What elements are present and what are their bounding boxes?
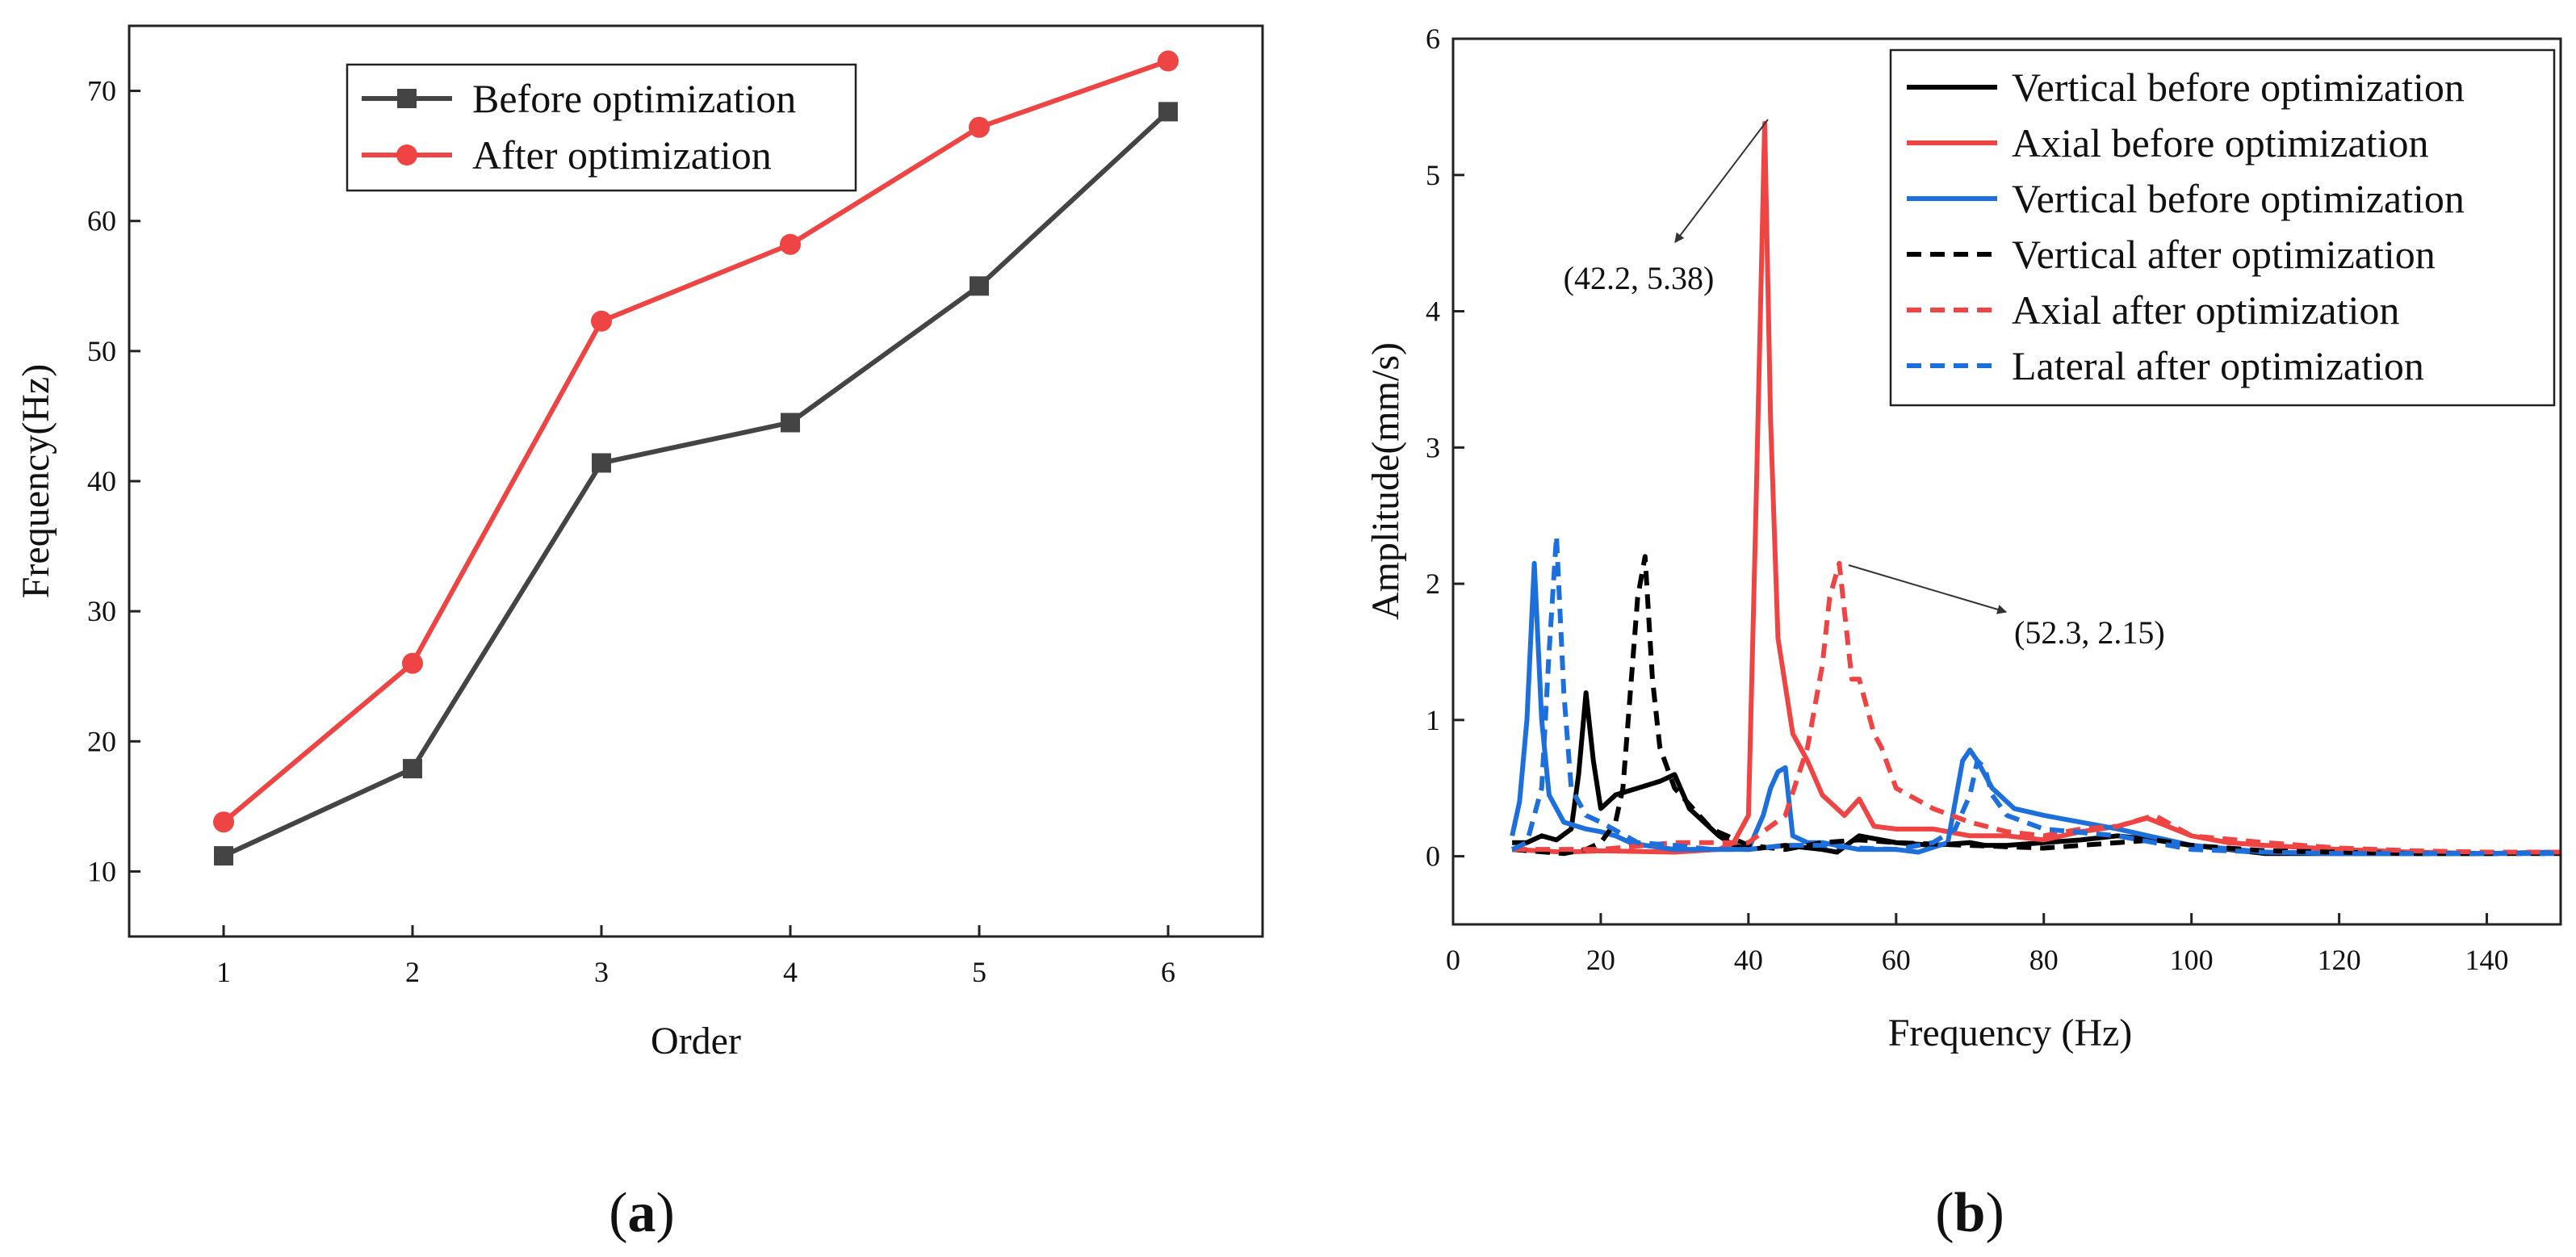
panel-a-series-1-point-1: [402, 652, 423, 674]
panel-b-legend: Vertical before optimization Axial before…: [1889, 48, 2556, 407]
panel-a-ytick-label-3: 40: [87, 465, 116, 497]
panel-b-xlabel: Frequency (Hz): [1888, 1012, 2133, 1054]
panel-a-xtick-label-2: 3: [594, 956, 609, 988]
panel-a-label-open: (: [609, 1182, 627, 1244]
panel-a-legend-marker-0: [397, 89, 417, 108]
panel-b-xtick-label-4: 80: [2029, 944, 2059, 976]
panel-b-legend-label-0: Vertical before optimization: [2012, 65, 2465, 110]
panel-a-xtick-label-1: 2: [405, 956, 420, 988]
panel-b-series: [1510, 120, 2561, 857]
panel-b-annotations: (42.2, 5.38) (52.3, 2.15): [1564, 119, 2165, 651]
panel-b-series-line-3: [1511, 554, 2561, 857]
panel-a-legend-label-0: Before optimization: [472, 76, 796, 121]
panel-b-label-letter: b: [1954, 1182, 1986, 1244]
panel-b-xtick-label-5: 100: [2170, 944, 2214, 976]
panel-a-series-line-0: [222, 110, 1171, 858]
panel-a-ytick-label-0: 10: [87, 855, 116, 887]
panel-b-ylabel: Amplitude(mm/s): [1364, 342, 1407, 620]
panel-a-ytick-label-5: 60: [87, 205, 116, 237]
panel-a-xtick-label-3: 4: [783, 956, 798, 988]
panel-a-xlabel: Order: [651, 1020, 741, 1062]
panel-a-label-letter: a: [628, 1182, 656, 1244]
panel-b-ytick-label-0: 0: [1426, 840, 1440, 873]
panel-a-ytick-label-6: 70: [87, 75, 116, 107]
panel-b-legend-label-3: Vertical after optimization: [2012, 232, 2436, 277]
panel-a-series-0-point-0: [214, 846, 233, 866]
panel-b-series-line-4: [1512, 560, 2561, 855]
panel-a-series-0-point-2: [592, 453, 611, 473]
panel-b-label: (b): [1935, 1182, 2004, 1244]
panel-a-series-1-point-4: [969, 116, 990, 138]
panel-b-label-open: (: [1935, 1182, 1954, 1244]
panel-a-series-1-point-2: [591, 310, 612, 332]
panel-a-ytick-label-2: 30: [87, 595, 116, 627]
panel-a-xtick-label-0: 1: [216, 956, 231, 988]
panel-b-xtick-label-1: 20: [1586, 944, 1615, 976]
panel-b-xtick-label-2: 40: [1734, 944, 1763, 976]
panel-a-ylabel: Frequency(Hz): [15, 364, 57, 599]
panel-b-ytick-label-6: 6: [1426, 23, 1440, 55]
panel-b-ytick-label-4: 4: [1426, 295, 1440, 328]
panel-a-series-0-point-4: [970, 276, 989, 296]
panel-b-ytick-label-3: 3: [1426, 431, 1440, 463]
panel-a-legend-marker-1: [396, 145, 417, 166]
panel-b-xtick-label-0: 0: [1446, 944, 1460, 976]
panel-a-xtick-label-5: 6: [1161, 956, 1175, 988]
panel-b-legend-label-2: Vertical before optimization: [2012, 176, 2465, 221]
panel-a-series-0-point-1: [403, 759, 422, 779]
panel-a-ytick-label-1: 20: [87, 725, 116, 757]
panel-b-series-line-2: [1510, 560, 2561, 857]
panel-b-xtick-label-3: 60: [1882, 944, 1911, 976]
panel-a-ytick-label-4: 50: [87, 335, 116, 367]
panel-b-series-line-5: [1510, 534, 2561, 857]
annotation-2: (52.3, 2.15): [2014, 614, 2165, 651]
panel-a-series-line-1: [222, 58, 1169, 824]
panel-b-ticks: 0 20 40 60 80 100 120 140 0 1 2 3 4 5 6: [1426, 23, 2509, 976]
panel-b-xtick-label-6: 120: [2318, 944, 2361, 976]
panel-a-series: [213, 50, 1179, 866]
panel-a-series-1-point-5: [1158, 50, 1179, 72]
panel-a-series-0-point-3: [781, 413, 800, 433]
panel-a-ticks: 1 2 3 4 5 6 10 20 30 40 50 60 70: [87, 75, 1175, 988]
panel-b-series-line-1: [1512, 120, 2561, 857]
panel-a-xtick-label-4: 5: [972, 956, 986, 988]
panel-a-series-1-point-0: [213, 811, 234, 833]
panel-a-series-1-point-3: [780, 233, 801, 255]
panel-b-plot-frame: [1451, 37, 2562, 926]
panel-b-ytick-label-2: 2: [1426, 568, 1440, 600]
panel-a-label-close: ): [656, 1182, 675, 1244]
annotation-arrow-1: [1674, 119, 1769, 243]
panel-a-label: (a): [609, 1182, 675, 1244]
annotation-arrow-2: [1848, 564, 2008, 614]
annotation-1: (42.2, 5.38): [1564, 260, 1715, 296]
panel-a-legend: Before optimization After optimization: [346, 63, 857, 192]
panel-b-legend-label-1: Axial before optimization: [2012, 120, 2429, 166]
panel-b-legend-label-5: Lateral after optimization: [2012, 343, 2424, 388]
panel-a-series-0-point-5: [1158, 102, 1178, 122]
panel-a-legend-box: [346, 63, 857, 192]
panel-b-legend-box: [1889, 48, 2556, 407]
panel-a-legend-label-1: After optimization: [472, 132, 772, 178]
panel-b-ytick-label-1: 1: [1426, 704, 1440, 736]
panel-b-series-line-0: [1512, 690, 2561, 857]
panel-b-xtick-label-7: 140: [2465, 944, 2509, 976]
panel-a: 1 2 3 4 5 6 10 20 30 40 50 60 70 Order Frequency(Hz)…: [15, 24, 1264, 1244]
panel-b-label-close: ): [1985, 1182, 2004, 1244]
panel-b-legend-label-4: Axial after optimization: [2012, 287, 2399, 333]
panel-b-ytick-label-5: 5: [1426, 159, 1440, 191]
panel-b: 0 20 40 60 80 100 120 140 0 1 2 3 4 5 6 Frequency (Hz)…: [1364, 23, 2562, 1244]
